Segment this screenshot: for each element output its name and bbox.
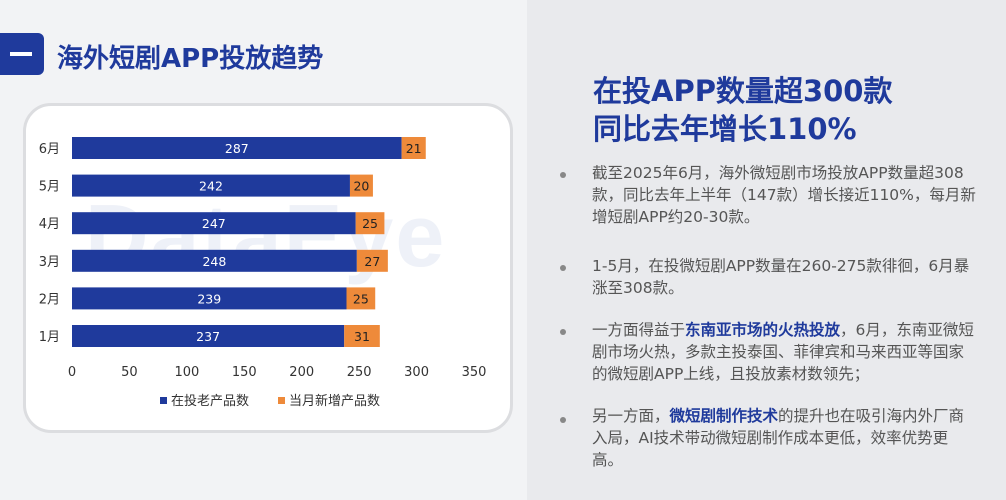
y-tick-label: 5月: [39, 180, 60, 195]
x-tick-label: 50: [121, 365, 138, 380]
bullet-1: 截至2025年6月，海外微短剧市场投放APP数量超308款，同比去年上半年（14…: [592, 164, 976, 226]
bar-old-products: [72, 325, 345, 347]
x-tick-label: 200: [289, 365, 314, 380]
bullet-dot: [560, 172, 566, 178]
bar-old-products: [72, 287, 347, 310]
legend-label: 在投老产品数: [171, 393, 249, 409]
x-tick-label: 300: [404, 365, 429, 380]
data-label-new: 31: [354, 329, 370, 344]
title-marker: [0, 33, 44, 75]
y-tick-label: 2月: [39, 292, 60, 307]
slide-title: 海外短剧APP投放趋势: [57, 44, 324, 74]
bar-new-products: [346, 287, 376, 310]
bar-old-products: [72, 249, 357, 272]
x-tick-label: 100: [174, 365, 199, 380]
bullet-3-text-rest: ，6月，东南亚微短剧市场火热，多款主投泰国、菲律宾和马来西亚等国家的微短剧APP…: [592, 321, 974, 383]
data-label-old: 247: [202, 216, 226, 231]
legend-label: 当月新增产品数: [289, 393, 380, 409]
headline-line-2: 同比去年增长110%: [593, 112, 857, 146]
data-label-new: 27: [364, 254, 380, 269]
bullet-dot: [560, 265, 566, 271]
bar-new-products: [344, 325, 380, 347]
legend-swatch: [160, 397, 167, 404]
x-tick-label: 150: [232, 365, 257, 380]
y-tick-label: 3月: [39, 255, 60, 270]
bullet-2: 1-5月，在投微短剧APP数量在260-275款徘徊，6月暴涨至308款。: [592, 257, 970, 297]
bullet-3-highlight: 东南亚市场的火热投放: [685, 321, 841, 339]
y-tick-label: 4月: [39, 217, 60, 232]
bar-new-products: [356, 249, 388, 272]
bar-new-products: [401, 137, 426, 159]
bullet-4-text-rest: 的提升也在吸引海内外厂商入局，AI技术带动微短剧制作成本更低，效率优势更高。: [592, 407, 965, 469]
headline: 在投APP数量超300款 同比去年增长110%: [593, 72, 893, 148]
bullet-4-text: 另一方面，: [592, 407, 670, 425]
data-label-old: 242: [199, 179, 223, 194]
bullet-3-text: 一方面得益于: [592, 321, 686, 339]
bar-old-products: [72, 174, 350, 197]
data-label-new: 25: [353, 291, 369, 306]
right-panel: [527, 0, 1006, 500]
bullet-4-highlight: 微短剧制作技术: [669, 407, 779, 425]
bar-new-products: [355, 212, 385, 235]
bar-new-products: [349, 174, 373, 197]
data-label-new: 25: [362, 216, 378, 231]
data-label-old: 287: [225, 141, 249, 156]
bullet-dot: [560, 329, 566, 335]
bullet-3: 一方面得益于东南亚市场的火热投放，6月，东南亚微短剧市场火热，多款主投泰国、菲律…: [592, 319, 977, 385]
bullet-dot: [560, 417, 566, 423]
x-tick-label: 350: [462, 365, 487, 380]
data-label-old: 239: [197, 291, 221, 306]
data-label-new: 20: [353, 179, 369, 194]
headline-line-1: 在投APP数量超300款: [593, 74, 893, 108]
data-label-old: 248: [202, 254, 226, 269]
bar-old-products: [72, 137, 402, 159]
x-tick-label: 0: [68, 365, 76, 380]
y-tick-label: 1月: [39, 330, 60, 345]
data-label-old: 237: [196, 329, 220, 344]
bullet-4: 另一方面，微短剧制作技术的提升也在吸引海内外厂商入局，AI技术带动微短剧制作成本…: [592, 405, 977, 471]
x-tick-label: 250: [347, 365, 372, 380]
legend-swatch: [278, 397, 285, 404]
data-label-new: 21: [406, 141, 422, 156]
stacked-bar-chart: 6月 287 21 5月 242 20 4月 247 25 3月 248 27 2月 239 25 1月 237…: [39, 137, 487, 409]
bar-old-products: [72, 212, 356, 235]
y-tick-label: 6月: [39, 142, 60, 157]
